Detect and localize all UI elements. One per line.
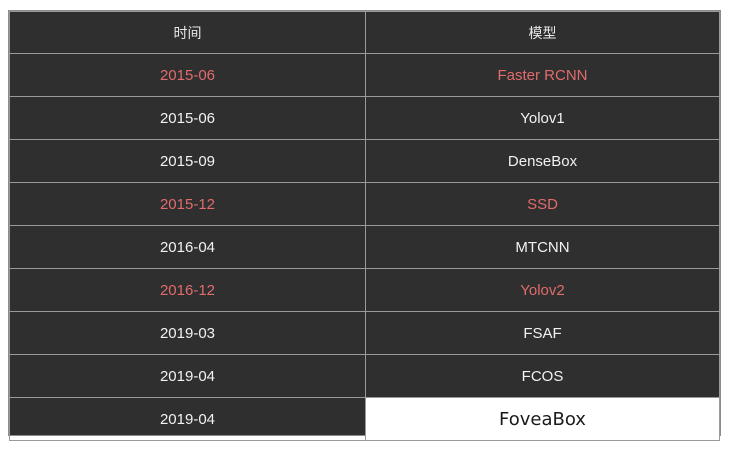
time-cell: 2019-04 <box>9 354 366 398</box>
model-cell: SSD <box>365 182 720 226</box>
header-model: 模型 <box>365 11 720 54</box>
table-row: 2016-04 MTCNN <box>9 225 720 269</box>
model-cell: Yolov2 <box>365 268 720 312</box>
time-cell: 2015-12 <box>9 182 366 226</box>
header-time: 时间 <box>9 11 366 54</box>
table-row: 2015-12 SSD <box>9 182 720 226</box>
table-row: 2015-06 Yolov1 <box>9 96 720 140</box>
time-cell: 2019-04 <box>9 397 366 441</box>
table-header-row: 时间 模型 <box>9 11 720 54</box>
table-row: 2016-12 Yolov2 <box>9 268 720 312</box>
time-cell: 2015-06 <box>9 96 366 140</box>
table-row: 2015-06 Faster RCNN <box>9 53 720 97</box>
time-cell: 2019-03 <box>9 311 366 355</box>
table-row: 2019-04 FCOS <box>9 354 720 398</box>
model-cell: FoveaBox <box>365 397 720 441</box>
model-cell: FSAF <box>365 311 720 355</box>
table-row: 2015-09 DenseBox <box>9 139 720 183</box>
time-cell: 2015-09 <box>9 139 366 183</box>
model-cell: MTCNN <box>365 225 720 269</box>
table-row: 2019-04 FoveaBox <box>9 397 720 441</box>
table-row: 2019-03 FSAF <box>9 311 720 355</box>
time-cell: 2016-12 <box>9 268 366 312</box>
time-cell: 2016-04 <box>9 225 366 269</box>
model-timeline-table-container: 时间 模型 2015-06 Faster RCNN 2015-06 Yolov1… <box>8 10 721 441</box>
model-cell: Yolov1 <box>365 96 720 140</box>
model-cell: DenseBox <box>365 139 720 183</box>
time-cell: 2015-06 <box>9 53 366 97</box>
model-cell: Faster RCNN <box>365 53 720 97</box>
model-cell: FCOS <box>365 354 720 398</box>
model-timeline-table: 时间 模型 2015-06 Faster RCNN 2015-06 Yolov1… <box>9 11 720 441</box>
